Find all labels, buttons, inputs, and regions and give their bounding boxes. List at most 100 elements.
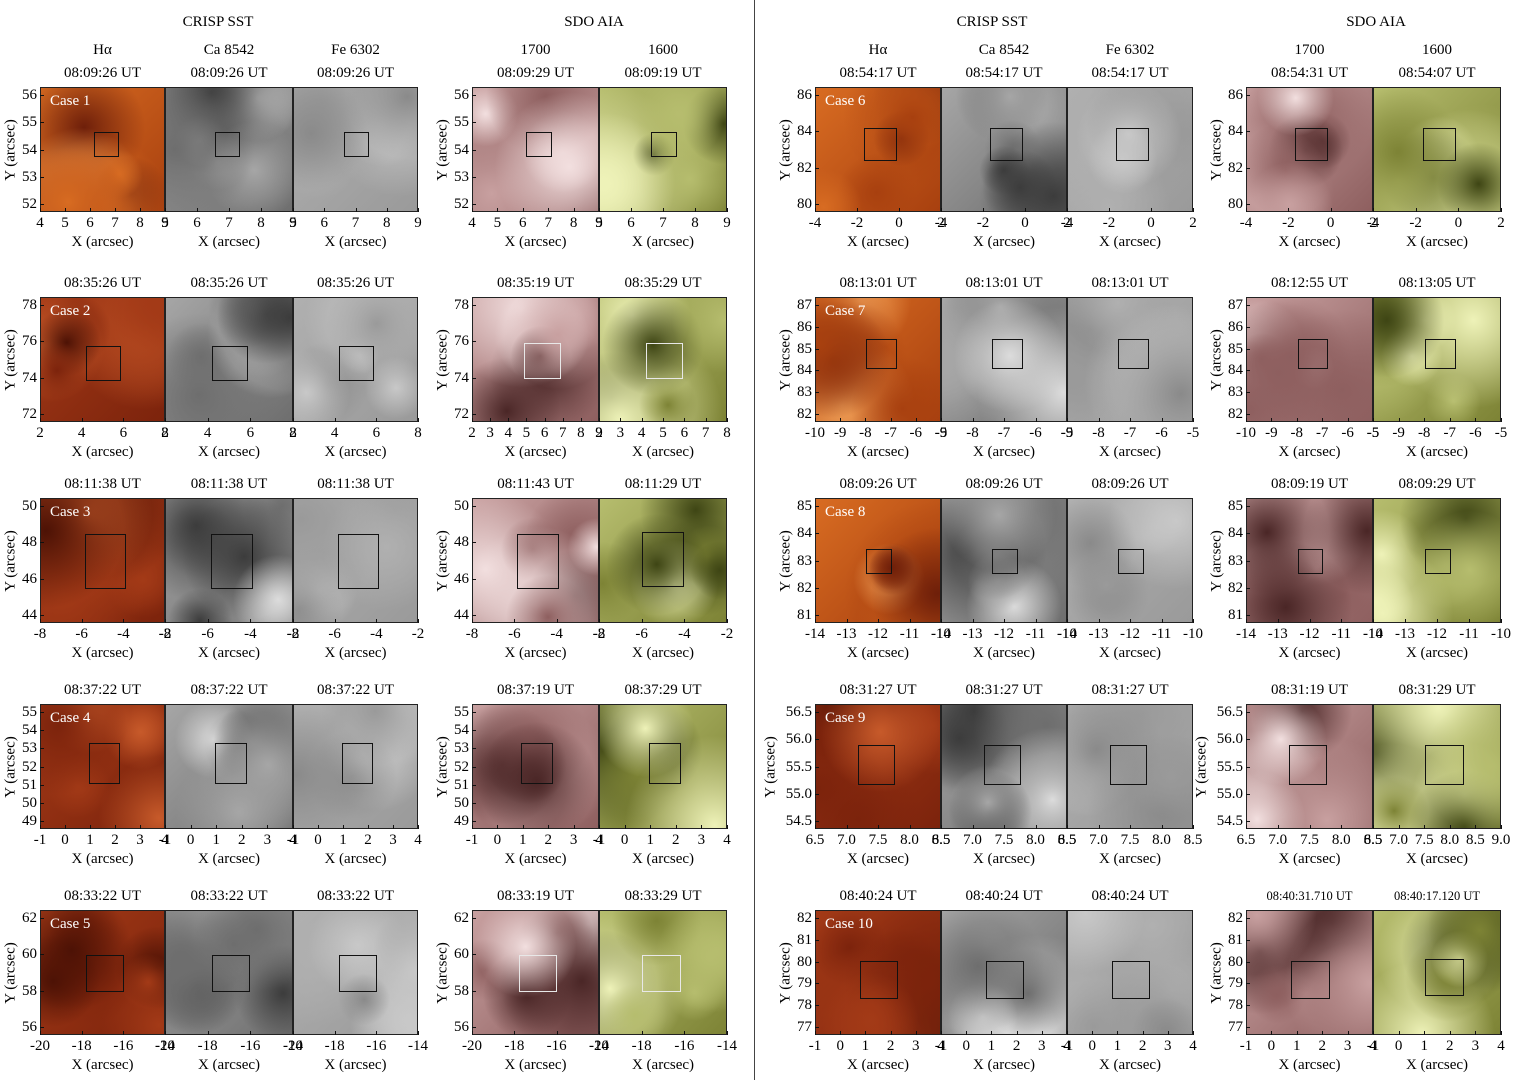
x-tick-label: 4 [414,832,422,848]
y-tick-label: 80 [797,196,812,212]
x-tick-label: -8 [592,626,606,642]
x-tick-mark [865,1031,866,1035]
region-box [341,742,373,784]
x-tick-mark [65,825,66,829]
column-label-aia1700: 1700 [1294,42,1325,58]
x-tick-mark [815,825,816,829]
x-tick-mark [581,418,582,422]
y-tick-mark [1246,305,1250,306]
y-tick-mark [472,414,476,415]
x-tick-label: -11 [899,626,920,642]
image-panel-1-fe [293,87,418,212]
x-tick-label: 4 [1497,1038,1505,1054]
x-tick-label: -14 [1363,626,1383,642]
x-tick-label: 4 [289,832,297,848]
x-tick-mark [216,825,217,829]
x-axis-label: X (arcsec) [71,645,134,661]
x-tick-mark [1424,1031,1425,1035]
x-tick-label: -20 [30,1038,50,1054]
x-tick-mark [1036,418,1037,422]
x-tick-mark [815,1031,816,1035]
region-box [1425,549,1451,574]
y-tick-label: 72 [454,406,469,422]
panel-time-4-ca: 08:37:22 UT [190,682,268,698]
x-tick-mark [508,418,509,422]
x-tick-label: -1 [1239,1038,1253,1054]
y-tick-label: 81 [1228,607,1243,623]
y-tick-label: 55 [454,704,469,720]
y-tick-label: 80 [1228,196,1243,212]
panel-time-3-ha: 08:11:38 UT [64,476,141,492]
x-tick-label: 7 [701,425,710,441]
y-tick-label: 55 [22,114,37,131]
x-tick-mark [40,208,41,212]
y-tick-mark [472,579,476,580]
x-tick-label: 0 [1394,1038,1403,1054]
x-tick-label: -14 [717,1038,737,1054]
x-tick-mark [1067,208,1068,212]
panel-time-9-aia1600: 08:31:29 UT [1398,682,1476,698]
region-box [518,954,557,993]
y-tick-label: 79 [1228,975,1243,992]
image-panel-9-ha: Case 9 [815,704,941,829]
x-tick-mark [1109,208,1110,212]
x-tick-mark [1322,418,1323,422]
panel-time-5-ha: 08:33:22 UT [63,888,142,904]
y-tick-label: 58 [22,982,37,999]
y-tick-mark [472,122,476,123]
x-tick-mark [1501,1031,1502,1035]
x-tick-label: -10 [1057,626,1077,642]
x-tick-label: -7 [1123,425,1137,441]
x-tick-mark [1193,1031,1194,1035]
panel-time-1-ca: 08:09:26 UT [190,65,268,81]
x-tick-mark [1246,619,1247,623]
x-tick-label: -9 [1392,425,1405,441]
x-tick-mark [1193,418,1194,422]
x-tick-mark [625,825,626,829]
x-tick-mark [229,208,230,212]
x-axis-label: X (arcsec) [504,851,567,867]
x-tick-label: 9 [161,215,169,231]
x-tick-label: 6 [86,215,94,231]
x-tick-label: 1 [1420,1038,1428,1054]
x-tick-label: -6 [75,626,88,642]
image-panel-7-fe [1067,297,1193,422]
panel-time-6-ha: 08:54:17 UT [839,65,917,81]
x-tick-mark [472,1031,473,1035]
x-tick-mark [1322,1031,1323,1035]
y-tick-label: 78 [22,297,37,313]
region-box [986,961,1024,999]
y-tick-mark [1246,794,1250,795]
y-tick-mark [1246,327,1250,328]
x-tick-mark [548,208,549,212]
y-tick-label: 54 [454,722,469,739]
x-tick-mark [123,619,124,623]
x-tick-mark [1151,208,1152,212]
x-tick-mark [1450,418,1451,422]
x-tick-label: 8 [569,215,578,231]
x-tick-mark [910,619,911,623]
x-tick-label: 9 [595,425,603,441]
x-tick-label: -7 [997,425,1011,441]
x-tick-mark [523,825,524,829]
x-tick-mark [490,418,491,422]
x-tick-label: 7.5 [868,832,888,848]
x-tick-label: 1 [212,832,220,848]
x-tick-label: 7 [558,425,567,441]
x-tick-mark [557,619,558,623]
y-tick-label: 54.5 [1216,813,1243,829]
x-tick-label: -5 [1186,425,1200,441]
x-tick-label: 2 [161,425,169,441]
x-tick-mark [1373,208,1374,212]
y-tick-mark [40,378,44,379]
y-tick-label: 54.5 [785,813,812,829]
x-tick-mark [840,418,841,422]
x-tick-mark [642,418,643,422]
x-tick-label: 3 [1471,1038,1480,1054]
x-tick-label: -4 [370,626,383,642]
image-panel-3-ha: Case 3 [40,498,165,623]
x-tick-label: -7 [1315,425,1329,441]
y-tick-label: 78 [454,297,469,313]
x-tick-mark [40,1031,41,1035]
x-tick-mark [1036,825,1037,829]
